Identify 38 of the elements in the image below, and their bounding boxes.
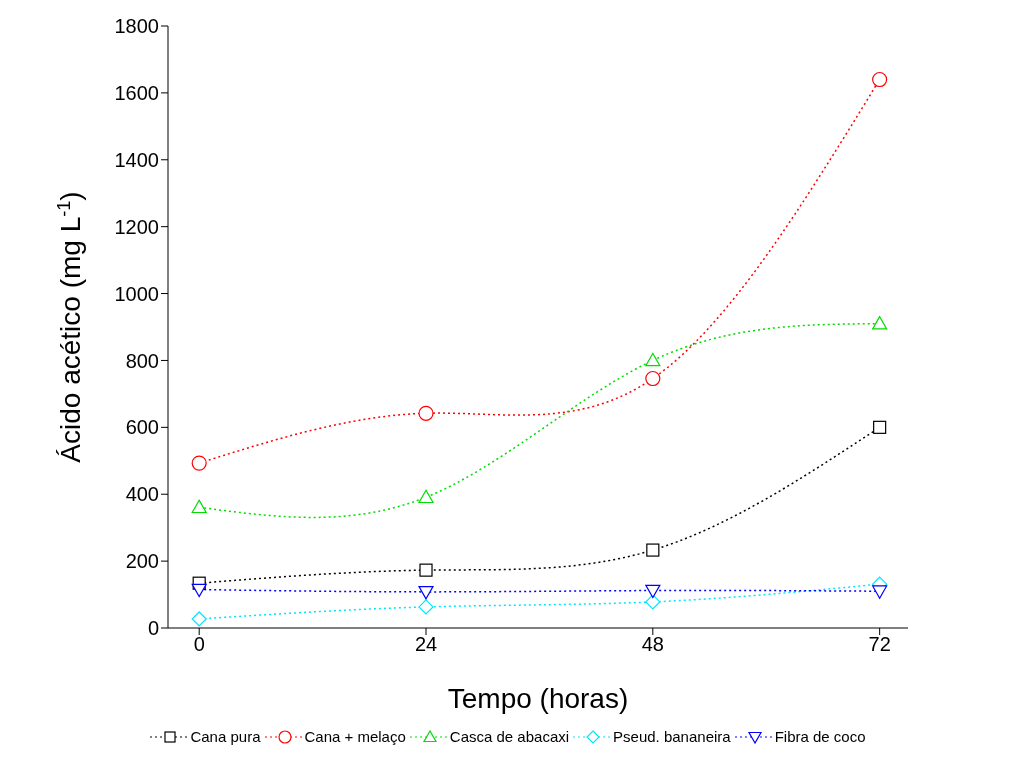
point	[191, 499, 207, 514]
point	[872, 585, 888, 599]
y-tick-label: 1800	[114, 15, 159, 38]
point	[191, 611, 207, 627]
point	[645, 584, 661, 599]
point	[191, 583, 207, 598]
point	[418, 586, 434, 600]
y-tick-label: 200	[125, 550, 159, 573]
point	[645, 594, 661, 610]
point	[873, 420, 887, 434]
y-tick-label: 1400	[114, 148, 159, 171]
y-tick-label: 1600	[114, 81, 159, 104]
x-tick-label: 48	[641, 633, 664, 656]
legend-label: Fibra de coco	[774, 728, 866, 745]
y-tick-label: 0	[147, 617, 159, 640]
y-tick-label: 400	[125, 483, 159, 506]
point	[418, 405, 434, 421]
y-tick-label: 1200	[114, 215, 159, 238]
x-tick-label: 0	[193, 633, 205, 656]
point	[419, 563, 433, 577]
point	[872, 316, 888, 330]
y-tick-label: 1000	[114, 282, 159, 305]
y-tick-label: 600	[125, 416, 159, 439]
point	[872, 71, 888, 88]
x-axis-title: Tempo (horas)	[447, 683, 629, 714]
point	[418, 599, 434, 615]
point	[645, 352, 661, 367]
legend-label: Pseud. bananeira	[613, 728, 731, 745]
y-tick-label: 800	[125, 349, 159, 372]
point	[646, 543, 660, 557]
x-tick-label: 72	[868, 633, 891, 656]
legend-label: Casca de abacaxi	[449, 728, 570, 745]
x-tick-label: 24	[414, 633, 438, 656]
point	[191, 455, 207, 471]
legend-label: Cana pura	[190, 728, 261, 745]
legend-label: Cana + melaço	[304, 728, 406, 745]
point	[645, 370, 661, 387]
point	[418, 489, 434, 504]
